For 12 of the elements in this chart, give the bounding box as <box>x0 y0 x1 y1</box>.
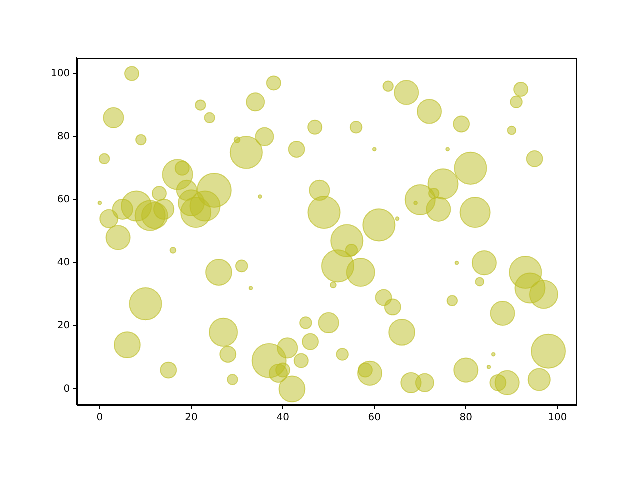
y-tick-label: 20 <box>57 320 70 332</box>
y-tick-label: 60 <box>57 194 70 206</box>
x-tick-label: 20 <box>185 412 198 424</box>
x-tick-label: 80 <box>460 412 473 424</box>
x-tick-label: 100 <box>548 412 568 424</box>
x-tick-label: 0 <box>96 412 104 424</box>
x-tick-label: 60 <box>368 412 381 424</box>
y-tick-label: 100 <box>50 68 70 80</box>
y-tick-label: 80 <box>57 131 70 142</box>
y-tick-label: 0 <box>64 384 70 395</box>
x-tick-label: 40 <box>276 412 290 424</box>
y-tick-label: 40 <box>57 258 70 269</box>
